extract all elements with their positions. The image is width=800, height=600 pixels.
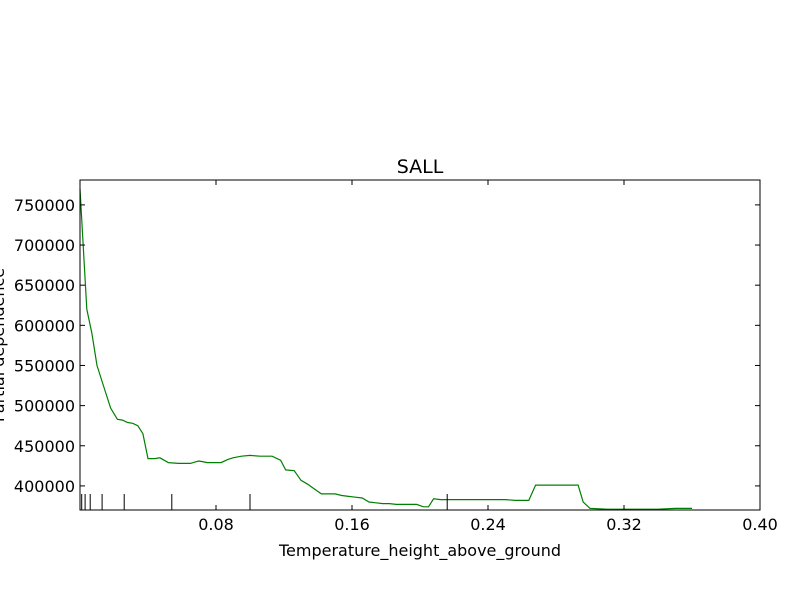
- x-tick-label: 0.40: [742, 515, 778, 534]
- y-tick-label: 700000: [14, 236, 75, 255]
- y-tick-label: 500000: [14, 397, 75, 416]
- plot-frame: [79, 179, 761, 511]
- chart-title: SALL: [397, 156, 444, 178]
- x-axis: 0.08 0.16 0.24 0.32 0.40: [198, 180, 778, 534]
- y-tick-label: 400000: [14, 477, 75, 496]
- plot-area: [79, 188, 692, 510]
- y-axis-label: Partial dependence: [0, 268, 8, 422]
- x-axis-label: Temperature_height_above_ground: [278, 541, 561, 561]
- x-tick-label: 0.16: [334, 515, 370, 534]
- x-tick-label: 0.08: [198, 515, 234, 534]
- y-tick-label: 650000: [14, 276, 75, 295]
- y-tick-label: 600000: [14, 316, 75, 335]
- y-tick-label: 750000: [14, 196, 75, 215]
- y-axis: 400000 450000 500000 550000 600000 650000 7000…: [14, 196, 760, 496]
- x-tick-label: 0.24: [470, 515, 506, 534]
- y-tick-label: 550000: [14, 356, 75, 375]
- x-tick-label: 0.32: [606, 515, 642, 534]
- series-line-0: [79, 188, 692, 510]
- y-tick-label: 450000: [14, 437, 75, 456]
